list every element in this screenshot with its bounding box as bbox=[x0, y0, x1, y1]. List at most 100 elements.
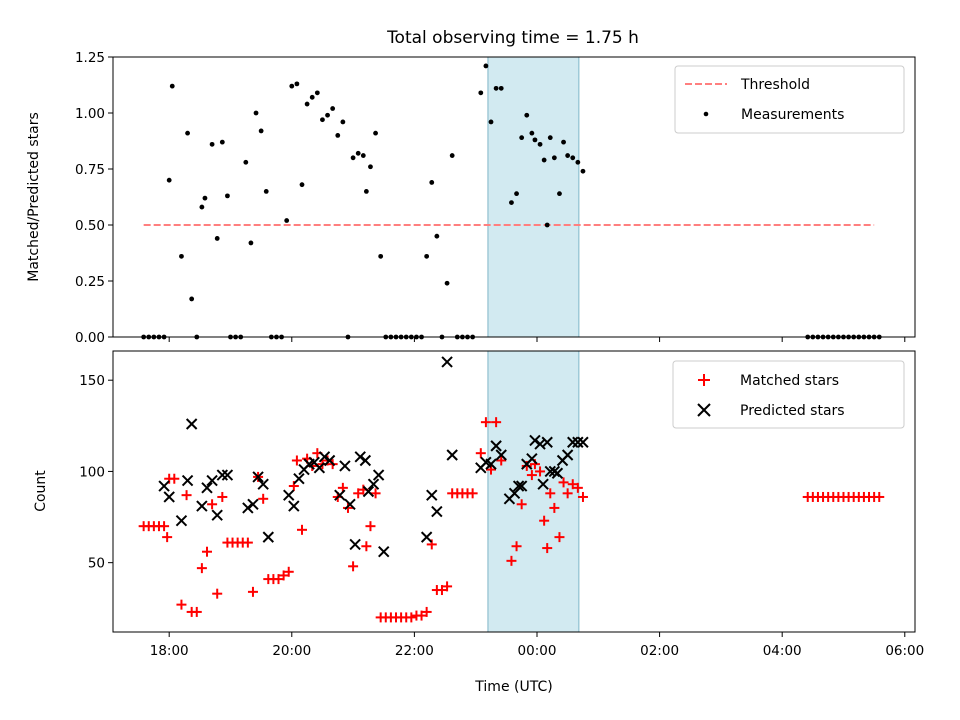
predicted-star-point bbox=[572, 436, 584, 448]
legend-threshold-label: Threshold bbox=[740, 77, 810, 93]
measurement-point bbox=[304, 101, 310, 107]
top-x-ticks bbox=[168, 337, 906, 342]
measurement-point bbox=[314, 90, 320, 96]
matched-star-point bbox=[535, 466, 546, 477]
legend-measurements-label: Measurements bbox=[741, 107, 844, 123]
x-tick-label: 06:00 bbox=[885, 643, 924, 659]
top-y-tick-label: 0.50 bbox=[75, 218, 105, 234]
matched-star-point bbox=[247, 586, 258, 597]
measurement-point bbox=[179, 253, 184, 259]
measurement-point bbox=[434, 233, 440, 239]
predicted-star-point bbox=[196, 500, 208, 512]
predicted-star-point bbox=[426, 489, 438, 501]
predicted-star-point bbox=[515, 480, 528, 492]
predicted-star-point bbox=[313, 462, 326, 474]
x-axis-label: Time (UTC) bbox=[474, 679, 552, 695]
predicted-star-point bbox=[283, 489, 295, 501]
measurement-point bbox=[199, 204, 205, 210]
matched-star-point bbox=[258, 493, 269, 504]
measurement-point bbox=[378, 253, 384, 259]
matched-star-point bbox=[361, 541, 372, 552]
predicted-star-point bbox=[541, 436, 553, 448]
predicted-star-point bbox=[537, 478, 549, 490]
matched-star-point bbox=[278, 570, 289, 581]
matched-star-point bbox=[539, 515, 550, 526]
bottom-y-ticks: 50 100 150 bbox=[79, 373, 113, 572]
matched-star-point bbox=[212, 588, 223, 599]
matched-star-point bbox=[196, 563, 207, 574]
matched-star-point bbox=[291, 455, 302, 466]
measurement-point bbox=[547, 135, 553, 141]
measurement-point bbox=[350, 155, 356, 161]
matched-star-point bbox=[162, 532, 173, 543]
measurement-point bbox=[429, 180, 435, 185]
matched-star-point bbox=[436, 585, 447, 596]
top-y-tick-label: 1.00 bbox=[75, 106, 105, 122]
bottom-x-ticks: 18:00 20:00 22:00 00:00 02:00 04:00 06:00 bbox=[150, 632, 924, 659]
matched-star-point bbox=[159, 521, 170, 532]
measurement-point bbox=[514, 191, 519, 197]
matched-star-point bbox=[406, 612, 417, 623]
top-y-tick-label: 0.00 bbox=[75, 330, 105, 346]
predicted-star-point bbox=[561, 449, 574, 461]
measurement-point bbox=[565, 153, 571, 158]
matched-star-point bbox=[283, 566, 294, 577]
measurement-point bbox=[335, 133, 341, 138]
predicted-star-point bbox=[485, 458, 497, 470]
measurement-point bbox=[330, 106, 336, 111]
measurement-point bbox=[294, 81, 300, 87]
measurement-point bbox=[289, 83, 295, 89]
measurement-point bbox=[444, 280, 450, 286]
predicted-star-point bbox=[158, 480, 170, 492]
measurement-point bbox=[424, 253, 430, 259]
matched-star-point bbox=[169, 473, 180, 484]
x-tick-label: 04:00 bbox=[763, 643, 802, 659]
matched-star-point bbox=[542, 543, 553, 554]
matched-star-point bbox=[176, 599, 187, 610]
predicted-stars-points bbox=[158, 356, 589, 558]
top-y-axis-label: Matched/Predicted stars bbox=[26, 112, 42, 282]
measurement-point bbox=[202, 195, 208, 201]
top-y-tick-label: 1.25 bbox=[75, 50, 105, 66]
measurement-point bbox=[320, 117, 325, 123]
matched-star-point bbox=[562, 488, 573, 499]
measurement-point bbox=[166, 177, 172, 183]
top-y-ticks: 0.00 0.25 0.50 0.75 1.00 1.25 bbox=[75, 50, 113, 346]
predicted-star-point bbox=[512, 480, 525, 492]
measurement-point bbox=[373, 130, 378, 136]
x-tick-label: 18:00 bbox=[150, 643, 189, 659]
predicted-star-point bbox=[242, 502, 254, 514]
measurement-point bbox=[580, 168, 586, 174]
measurement-point bbox=[258, 128, 264, 134]
measurement-point bbox=[363, 189, 369, 194]
matched-star-point bbox=[549, 502, 560, 513]
measurement-point bbox=[561, 139, 566, 145]
predicted-star-point bbox=[206, 474, 218, 487]
matched-star-point bbox=[475, 448, 486, 459]
measurement-point bbox=[189, 296, 195, 302]
predicted-star-point bbox=[181, 474, 194, 487]
measurement-point bbox=[493, 85, 499, 91]
predicted-star-point bbox=[211, 509, 223, 521]
predicted-star-point bbox=[344, 498, 356, 510]
measurement-point bbox=[253, 110, 259, 116]
predicted-star-point bbox=[288, 500, 300, 512]
measurement-point bbox=[299, 182, 305, 188]
measurement-point bbox=[325, 112, 330, 118]
predicted-star-point bbox=[175, 514, 188, 527]
x-tick-label: 00:00 bbox=[518, 643, 557, 659]
predicted-star-point bbox=[247, 498, 259, 510]
matched-star-point bbox=[297, 524, 308, 535]
measurement-point bbox=[570, 155, 576, 161]
predicted-star-point bbox=[252, 471, 264, 483]
matched-star-point bbox=[201, 546, 212, 557]
predicted-star-point bbox=[201, 482, 213, 494]
matched-star-point bbox=[526, 470, 537, 481]
predicted-star-point bbox=[420, 531, 433, 543]
predicted-star-point bbox=[526, 452, 538, 465]
predicted-star-point bbox=[334, 489, 346, 501]
measurement-point bbox=[544, 222, 550, 228]
top-legend: Threshold Measurements bbox=[674, 65, 905, 134]
matched-star-point bbox=[348, 561, 359, 572]
measurement-point bbox=[284, 218, 290, 223]
